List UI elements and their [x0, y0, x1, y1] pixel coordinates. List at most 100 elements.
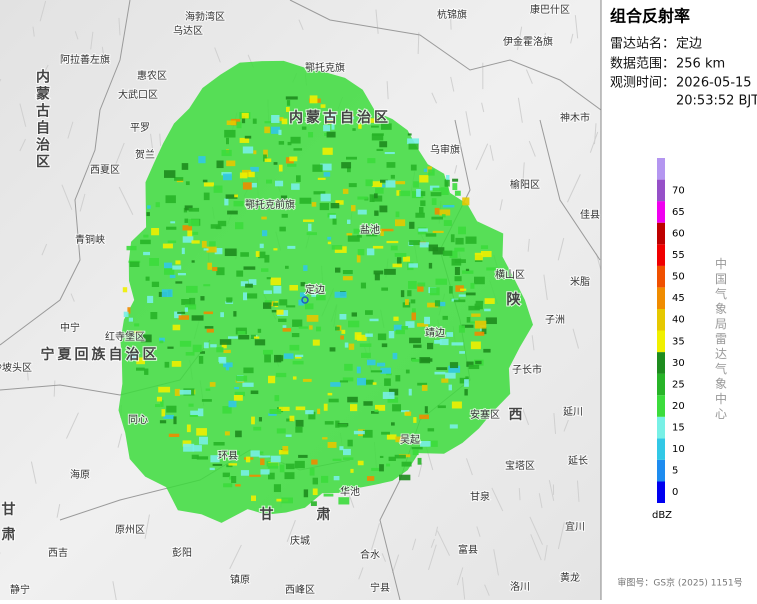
echo-cell — [427, 343, 433, 349]
echo-cell — [283, 328, 292, 332]
echo-cell — [352, 312, 357, 316]
echo-cell — [386, 180, 396, 187]
echo-cell — [282, 214, 288, 218]
echo-cell — [417, 283, 425, 287]
echo-cell — [134, 323, 139, 326]
echo-cell — [268, 376, 275, 383]
echo-cell — [420, 441, 431, 447]
echo-cell — [333, 459, 342, 461]
echo-cell — [471, 342, 481, 350]
echo-cell — [192, 240, 200, 243]
echo-cell — [361, 283, 366, 289]
echo-cell — [340, 314, 347, 320]
echo-cell — [261, 469, 270, 474]
echo-cell — [401, 290, 404, 297]
echo-cell — [225, 249, 237, 257]
echo-cell — [462, 197, 469, 205]
echo-cell — [340, 380, 348, 382]
place-label: 子洲 — [545, 314, 565, 326]
legend-swatch — [657, 438, 665, 460]
echo-cell — [251, 496, 256, 502]
echo-cell — [279, 299, 287, 305]
echo-cell — [258, 329, 261, 333]
place-label: 华池 — [340, 485, 360, 498]
echo-cell — [254, 337, 259, 339]
echo-cell — [475, 332, 485, 336]
echo-cell — [243, 368, 253, 374]
echo-cell — [273, 286, 281, 294]
echo-cell — [251, 391, 259, 395]
legend-swatch — [657, 158, 665, 180]
echo-cell — [278, 130, 281, 135]
echo-cell — [271, 115, 279, 123]
echo-cell — [180, 390, 191, 395]
echo-cell — [433, 188, 441, 192]
echo-cell — [458, 227, 466, 235]
echo-cell — [451, 234, 455, 242]
echo-cell — [347, 220, 350, 224]
echo-cell — [412, 447, 423, 450]
echo-cell — [454, 248, 464, 252]
echo-cell — [379, 206, 387, 213]
echo-cell — [210, 468, 215, 470]
echo-cell — [428, 169, 434, 175]
echo-cell — [382, 229, 394, 231]
echo-cell — [261, 268, 268, 272]
echo-cell — [226, 138, 229, 144]
echo-cell — [296, 407, 306, 411]
echo-cell — [204, 182, 214, 186]
echo-cell — [374, 410, 378, 413]
echo-cell — [393, 317, 398, 321]
echo-cell — [207, 329, 214, 333]
legend-swatch — [657, 352, 665, 374]
echo-cell — [464, 379, 469, 387]
echo-cell — [207, 263, 212, 270]
echo-cell — [383, 392, 395, 399]
echo-cell — [163, 244, 173, 249]
echo-cell — [178, 273, 186, 275]
echo-cell — [459, 325, 465, 332]
date: 2026-05-15 — [676, 76, 752, 91]
echo-cell — [324, 404, 328, 411]
echo-cell — [298, 455, 308, 458]
echo-cell — [471, 314, 480, 317]
echo-cell — [275, 181, 283, 187]
echo-cell — [214, 442, 225, 446]
agency: 中国气象局雷达气象中心 — [714, 256, 728, 422]
echo-cell — [324, 172, 331, 177]
echo-cell — [240, 138, 250, 143]
echo-cell — [446, 332, 453, 337]
echo-cell — [162, 409, 166, 416]
echo-cell — [251, 183, 257, 188]
echo-cell — [409, 144, 419, 150]
echo-cell — [358, 210, 367, 215]
echo-cell — [243, 147, 253, 154]
echo-cell — [455, 259, 466, 263]
echo-cell — [428, 428, 434, 431]
echo-cell — [418, 458, 422, 465]
echo-cell — [271, 278, 281, 286]
region-label: 宁夏回族自治区 — [41, 346, 160, 363]
echo-cell — [147, 296, 153, 303]
echo-cell — [286, 96, 298, 99]
echo-cell — [284, 353, 294, 358]
echo-cell — [310, 95, 318, 103]
echo-cell — [149, 258, 159, 266]
echo-cell — [246, 457, 250, 463]
echo-cell — [136, 368, 145, 371]
echo-cell — [452, 342, 464, 345]
echo-cell — [216, 226, 222, 229]
echo-cell — [379, 464, 384, 471]
echo-cell — [467, 317, 471, 323]
legend-label: 50 — [672, 272, 685, 283]
echo-cell — [273, 303, 278, 306]
echo-cell — [210, 382, 216, 387]
legend-label: 40 — [672, 315, 685, 326]
echo-cell — [166, 227, 176, 230]
echo-cell — [424, 317, 430, 324]
place-label: 中宁 — [60, 321, 80, 334]
echo-cell — [287, 246, 295, 249]
echo-cell — [343, 270, 353, 274]
echo-cell — [238, 335, 249, 339]
echo-cell — [431, 192, 442, 196]
